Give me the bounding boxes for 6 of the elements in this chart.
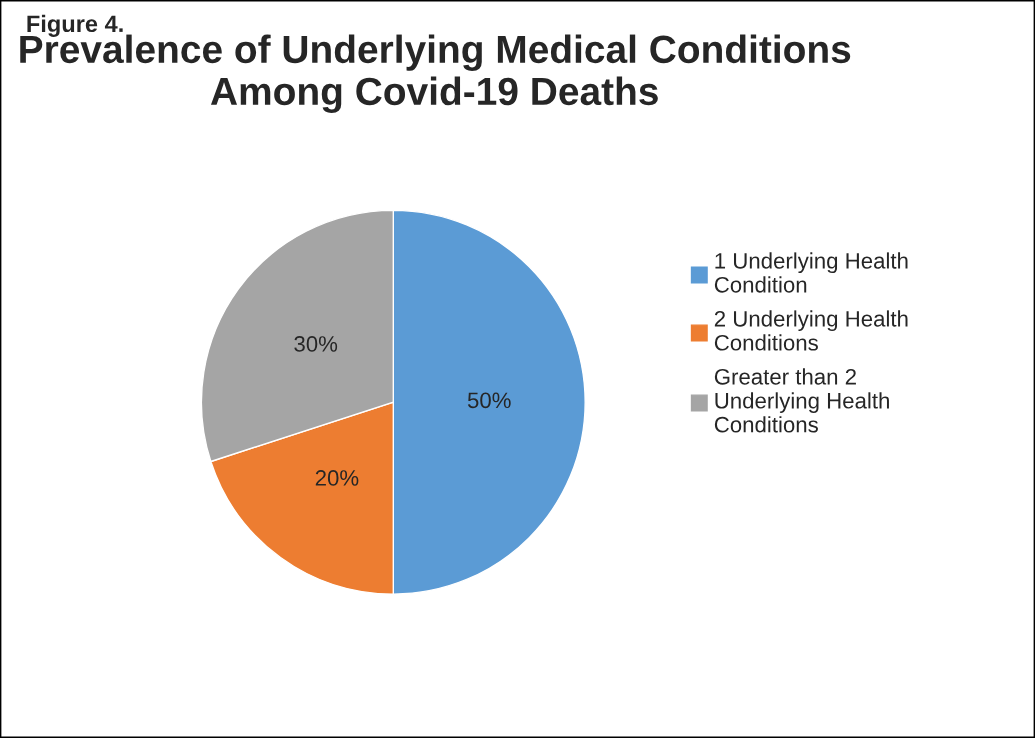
legend-label: Greater than 2 Underlying Health Conditions	[714, 368, 889, 433]
data-label: 30%	[294, 336, 338, 352]
legend-label: 2 Underlying Health Conditions	[714, 310, 908, 351]
data-label: 50%	[467, 392, 511, 409]
data-label: 20%	[315, 470, 359, 486]
legend-label: 1 Underlying Health Condition	[714, 252, 908, 293]
